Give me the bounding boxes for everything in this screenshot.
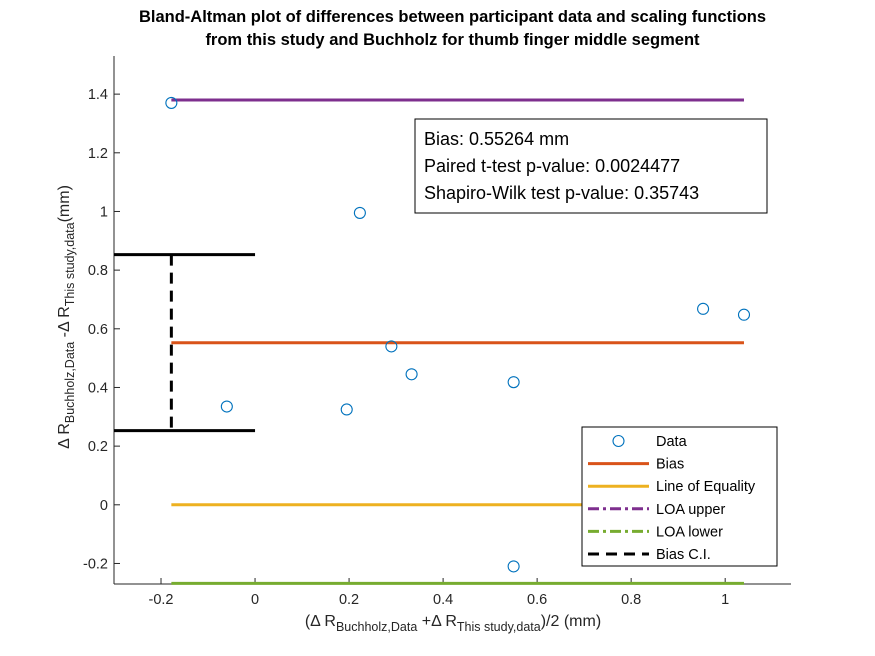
y-tick-label: 0.2 <box>88 439 108 455</box>
data-point <box>737 308 751 321</box>
data-points <box>165 96 751 573</box>
statistics-annotation-box: Bias: 0.55264 mm Paired t-test p-value: … <box>414 118 768 214</box>
chart-title: Bland-Altman plot of differences between… <box>0 6 875 52</box>
data-point <box>220 400 233 413</box>
legend-label: Line of Equality <box>656 479 756 495</box>
data-point <box>697 302 710 315</box>
legend-swatch-data <box>612 434 625 448</box>
bias-annotation: Bias: 0.55264 mm <box>424 129 569 149</box>
y-tick-label: 0 <box>100 498 108 514</box>
x-tick-label: 0 <box>251 592 259 608</box>
x-tick-label: 1 <box>721 592 729 608</box>
legend-label: Data <box>656 434 688 450</box>
data-point <box>507 560 520 573</box>
y-tick-label: -0.2 <box>83 556 108 572</box>
data-point <box>340 403 353 416</box>
x-axis-label: (Δ RBuchholz,Data +Δ RThis study,data)/2… <box>305 613 601 634</box>
chart-title-line-2: from this study and Buchholz for thumb f… <box>205 31 700 49</box>
y-tick-label: 0.8 <box>88 263 108 279</box>
y-tick-label: 1.2 <box>88 146 108 162</box>
legend-label: LOA upper <box>656 502 725 518</box>
data-point <box>165 96 178 109</box>
chart-title-line-1: Bland-Altman plot of differences between… <box>138 8 767 26</box>
data-point <box>385 340 398 353</box>
y-tick-label: 0.6 <box>88 322 108 338</box>
y-tick-label: 1.4 <box>88 87 108 103</box>
legend-label: Bias C.I. <box>656 547 711 563</box>
legend-label: Bias <box>656 457 684 473</box>
x-tick-label: 0.8 <box>621 592 641 608</box>
y-tick-label: 1 <box>100 204 108 220</box>
x-tick-label: 0.6 <box>527 592 547 608</box>
y-tick-label: 0.4 <box>88 380 108 396</box>
data-point <box>405 368 418 381</box>
data-point <box>507 376 520 389</box>
y-axis-label: Δ RBuchholz,Data -Δ RThis study,data(mm) <box>56 185 77 449</box>
x-tick-label: -0.2 <box>149 592 174 608</box>
legend-label: LOA lower <box>656 524 723 540</box>
y-axis-ticks: -0.2 0 0.2 0.4 0.6 0.8 1 1.2 1.4 <box>83 87 120 572</box>
data-point <box>353 206 366 219</box>
shapiro-annotation: Shapiro-Wilk test p-value: 0.35743 <box>424 183 699 203</box>
x-tick-label: 0.4 <box>433 592 453 608</box>
x-tick-label: 0.2 <box>339 592 359 608</box>
x-axis-ticks: -0.2 0 0.2 0.4 0.6 0.8 1 <box>149 578 729 608</box>
ttest-annotation: Paired t-test p-value: 0.0024477 <box>424 156 680 176</box>
legend: Data Bias Line of Equality LOA upper LOA low… <box>581 426 778 567</box>
